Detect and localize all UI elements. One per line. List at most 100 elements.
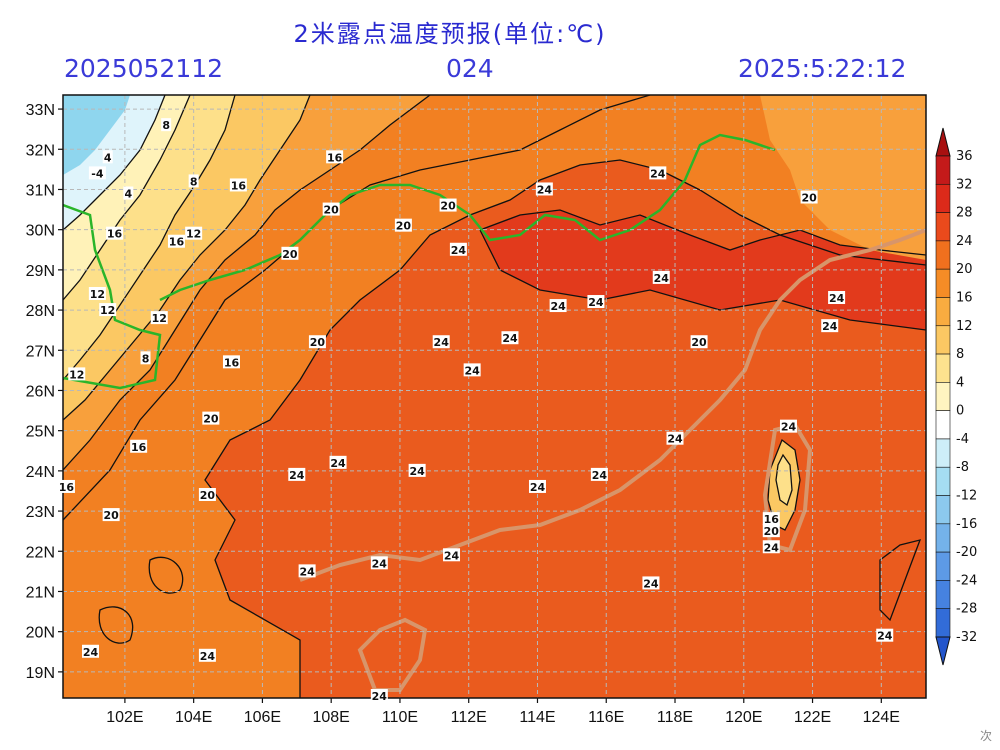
contour-label: 20 bbox=[322, 202, 340, 217]
colorbar-top-triangle bbox=[935, 127, 951, 157]
colorbar-label: -8 bbox=[956, 460, 969, 475]
contour-label: 20 bbox=[281, 246, 299, 261]
colorbar-segment bbox=[935, 580, 951, 610]
contour-label: 24 bbox=[590, 467, 608, 482]
field-patch-20-northeast bbox=[760, 95, 926, 260]
contour-label-bg bbox=[762, 540, 780, 554]
contour-label-bg bbox=[408, 463, 426, 477]
contour-label-text: 4 bbox=[104, 151, 112, 164]
colorbar-segment bbox=[935, 268, 951, 298]
contour-label: 24 bbox=[762, 540, 780, 554]
contour-label-text: 20 bbox=[764, 525, 780, 538]
colorbar: 36 32 28 24 20 16 12 8 4 0 -4 -8 -12 -16 -20 -24 -28 -32 bbox=[935, 127, 977, 666]
contour-24-east bbox=[479, 209, 926, 331]
contour-label-text: 12 bbox=[69, 368, 84, 381]
contour-label-text: 16 bbox=[231, 179, 247, 192]
contour-label: 24 bbox=[587, 295, 605, 309]
contour-label: 24 bbox=[449, 242, 467, 257]
contour-label-text: 8 bbox=[190, 175, 198, 188]
lat-tick-label: 31N bbox=[26, 182, 55, 199]
contour-sw-loops bbox=[98, 539, 922, 644]
contour-label: 24 bbox=[642, 576, 660, 590]
lat-tick-label: 29N bbox=[26, 263, 55, 280]
contour-label-bg bbox=[329, 455, 347, 469]
colorbar-label: 16 bbox=[956, 290, 973, 305]
contour-label-text: 24 bbox=[654, 272, 670, 285]
contour-label: 12 bbox=[150, 311, 168, 325]
contour-label-bg bbox=[150, 311, 168, 325]
contour-label-text: 12 bbox=[152, 312, 167, 325]
contour-label: 24 bbox=[329, 455, 347, 470]
contour-label: 16 bbox=[167, 234, 185, 249]
contour-label-text: 24 bbox=[667, 433, 683, 446]
contour-label: 8 bbox=[188, 174, 199, 188]
contour-label-text: 24 bbox=[877, 630, 893, 643]
contour-label: 20 bbox=[394, 218, 412, 233]
contour-label: 20 bbox=[439, 198, 457, 213]
colorbar-label: 4 bbox=[956, 375, 964, 390]
latitude-axis: 33N 32N 31N 30N 29N 28N 27N 26N 25N 24N 23N 22N 21N 2… bbox=[26, 102, 63, 682]
coastline-taiwan bbox=[762, 422, 813, 553]
colorbar-label: -28 bbox=[956, 602, 977, 617]
contour-label-bg bbox=[443, 548, 461, 562]
lat-tick-label: 20N bbox=[26, 625, 55, 642]
map-field bbox=[63, 95, 926, 698]
colorbar-segment bbox=[935, 523, 951, 553]
lon-tick-label: 120E bbox=[725, 709, 762, 726]
contour-label-bg bbox=[828, 291, 846, 305]
contour-label-bg bbox=[281, 246, 299, 260]
colorbar-label: 32 bbox=[956, 177, 973, 192]
map-grid bbox=[63, 95, 926, 698]
contour-label-bg bbox=[394, 218, 412, 232]
contour-label-text: 24 bbox=[444, 549, 460, 562]
contour-lines bbox=[63, 95, 926, 698]
contour-label-text: 8 bbox=[142, 352, 150, 365]
contour-label: 24 bbox=[198, 648, 216, 663]
colorbar-label: 12 bbox=[956, 319, 973, 334]
contour-label-text: 24 bbox=[829, 292, 845, 305]
contour-label: 20 bbox=[308, 335, 326, 349]
colorbar-segment bbox=[935, 608, 951, 638]
contour-label: 16 bbox=[222, 355, 240, 369]
yangtze-river bbox=[63, 133, 776, 390]
contour-label-bg bbox=[821, 319, 839, 333]
contour-label-text: 12 bbox=[100, 304, 115, 317]
watermark: 次 bbox=[979, 729, 992, 743]
contour-label-bg bbox=[439, 198, 457, 212]
lon-tick-label: 110E bbox=[382, 709, 418, 726]
lon-tick-label: 122E bbox=[794, 709, 831, 726]
contour-label-text: 16 bbox=[169, 236, 185, 249]
contour-label-text: 16 bbox=[107, 228, 123, 241]
contour-label-text: 24 bbox=[650, 167, 666, 180]
longitude-axis: 102E 104E 106E 108E 110E 112E 114E 116E 118E 120E… bbox=[106, 698, 900, 726]
contour-label-text: 24 bbox=[643, 577, 659, 590]
contour-label: 24 bbox=[463, 363, 481, 377]
contour-label: 24 bbox=[432, 335, 450, 349]
contour-label: 24 bbox=[821, 319, 839, 333]
contour-label-bg bbox=[463, 363, 481, 377]
contour-4 bbox=[63, 95, 191, 301]
lon-tick-label: 118E bbox=[657, 709, 693, 726]
contour-label: 16 bbox=[326, 150, 344, 164]
contour-label-bg bbox=[102, 508, 120, 522]
lat-tick-label: 32N bbox=[26, 142, 55, 159]
lon-tick-label: 108E bbox=[312, 709, 349, 726]
contour-label-bg bbox=[432, 335, 450, 349]
contour-label-bg bbox=[198, 487, 216, 501]
colorbar-label: -16 bbox=[956, 517, 977, 532]
lat-tick-label: 33N bbox=[26, 102, 55, 119]
contour-label: -4 bbox=[88, 166, 106, 180]
contour-label-text: 24 bbox=[592, 469, 608, 482]
lat-tick-label: 25N bbox=[26, 424, 55, 441]
lon-tick-label: 112E bbox=[451, 709, 487, 726]
contour-label-bg bbox=[185, 226, 203, 240]
contour-label-text: 20 bbox=[324, 204, 340, 217]
contour-label: 4 bbox=[102, 150, 113, 164]
colorbar-label: 24 bbox=[956, 234, 973, 249]
colorbar-label: -24 bbox=[956, 573, 977, 588]
contour-label-bg bbox=[57, 479, 75, 493]
lat-tick-label: 21N bbox=[26, 584, 55, 601]
contour-label-text: 24 bbox=[330, 457, 346, 470]
contour-label-bg bbox=[102, 150, 113, 164]
colorbar-segment bbox=[935, 551, 951, 581]
